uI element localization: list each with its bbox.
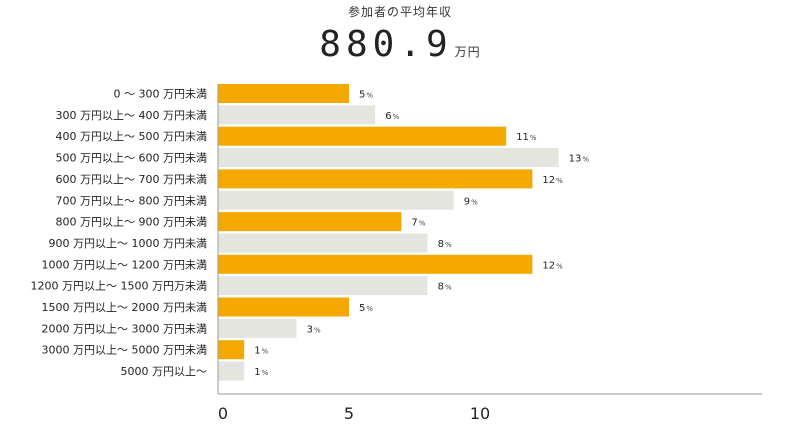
value-label-2: 6%: [385, 111, 399, 122]
bar-3: [218, 126, 507, 146]
category-label-5: 600 万円以上～ 700 万円未満: [56, 173, 207, 186]
value-label-14: 1%: [254, 367, 268, 378]
category-label-2: 300 万円以上～ 400 万円未満: [56, 109, 207, 122]
x-tick-10: 10: [470, 404, 490, 423]
category-label-10: 1200 万円以上～ 1500 万円万未満: [31, 280, 207, 293]
x-tick-0: 0: [218, 404, 228, 423]
value-label-5: 12%: [542, 175, 563, 186]
category-label-4: 500 万円以上～ 600 万円未満: [56, 152, 207, 165]
value-label-6: 9%: [464, 196, 478, 207]
bar-10: [218, 276, 428, 296]
average-income: 880.9 万円: [0, 24, 800, 65]
value-label-1: 5%: [359, 90, 373, 101]
category-label-8: 900 万円以上～ 1000 万円未満: [49, 237, 207, 250]
category-label-6: 700 万円以上～ 800 万円未満: [56, 194, 207, 207]
bar-12: [218, 318, 297, 338]
category-label-3: 400 万円以上～ 500 万円未満: [56, 130, 207, 143]
value-label-7: 7%: [411, 218, 425, 229]
bar-5: [218, 169, 533, 189]
value-label-11: 5%: [359, 303, 373, 314]
bar-9: [218, 254, 533, 274]
bars-group: [218, 84, 559, 381]
average-income-unit: 万円: [454, 45, 481, 59]
bar-2: [218, 105, 376, 125]
category-label-14: 5000 万円以上～: [121, 365, 208, 378]
bar-1: [218, 84, 349, 103]
value-label-12: 3%: [307, 324, 321, 335]
category-label-12: 2000 万円以上～ 3000 万円未満: [42, 322, 207, 335]
category-label-13: 3000 万円以上～ 5000 万円未満: [42, 344, 207, 357]
category-labels-group: 0 ～ 300 万円未満 300 万円以上～ 400 万円未満 400 万円以上～ …: [31, 88, 207, 379]
category-label-7: 800 万円以上～ 900 万円未満: [56, 216, 207, 229]
value-label-8: 8%: [438, 239, 452, 250]
average-income-value: 880.9: [319, 24, 453, 65]
x-ticks-group: 0 5 10: [218, 404, 490, 423]
value-label-9: 12%: [542, 260, 563, 271]
category-label-11: 1500 万円以上～ 2000 万円未満: [42, 301, 207, 314]
bar-14: [218, 361, 245, 381]
x-tick-5: 5: [344, 404, 354, 423]
bar-6: [218, 190, 454, 210]
bar-11: [218, 297, 349, 317]
chart-title: 参加者の平均年収: [347, 5, 452, 19]
value-label-13: 1%: [254, 346, 268, 357]
value-label-4: 13%: [569, 154, 590, 165]
bar-4: [218, 148, 559, 168]
value-labels-group: 5% 6% 11% 13% 12% 9% 7% 8% 12% 8% 5% 3% 1% 1%: [254, 90, 589, 379]
value-label-3: 11%: [516, 132, 537, 143]
value-label-10: 8%: [438, 282, 452, 293]
bar-13: [218, 340, 245, 360]
category-label-9: 1000 万円以上～ 1200 万円未満: [42, 258, 207, 271]
category-label-1: 0 ～ 300 万円未満: [114, 88, 207, 101]
bar-8: [218, 233, 428, 253]
bar-7: [218, 212, 402, 232]
